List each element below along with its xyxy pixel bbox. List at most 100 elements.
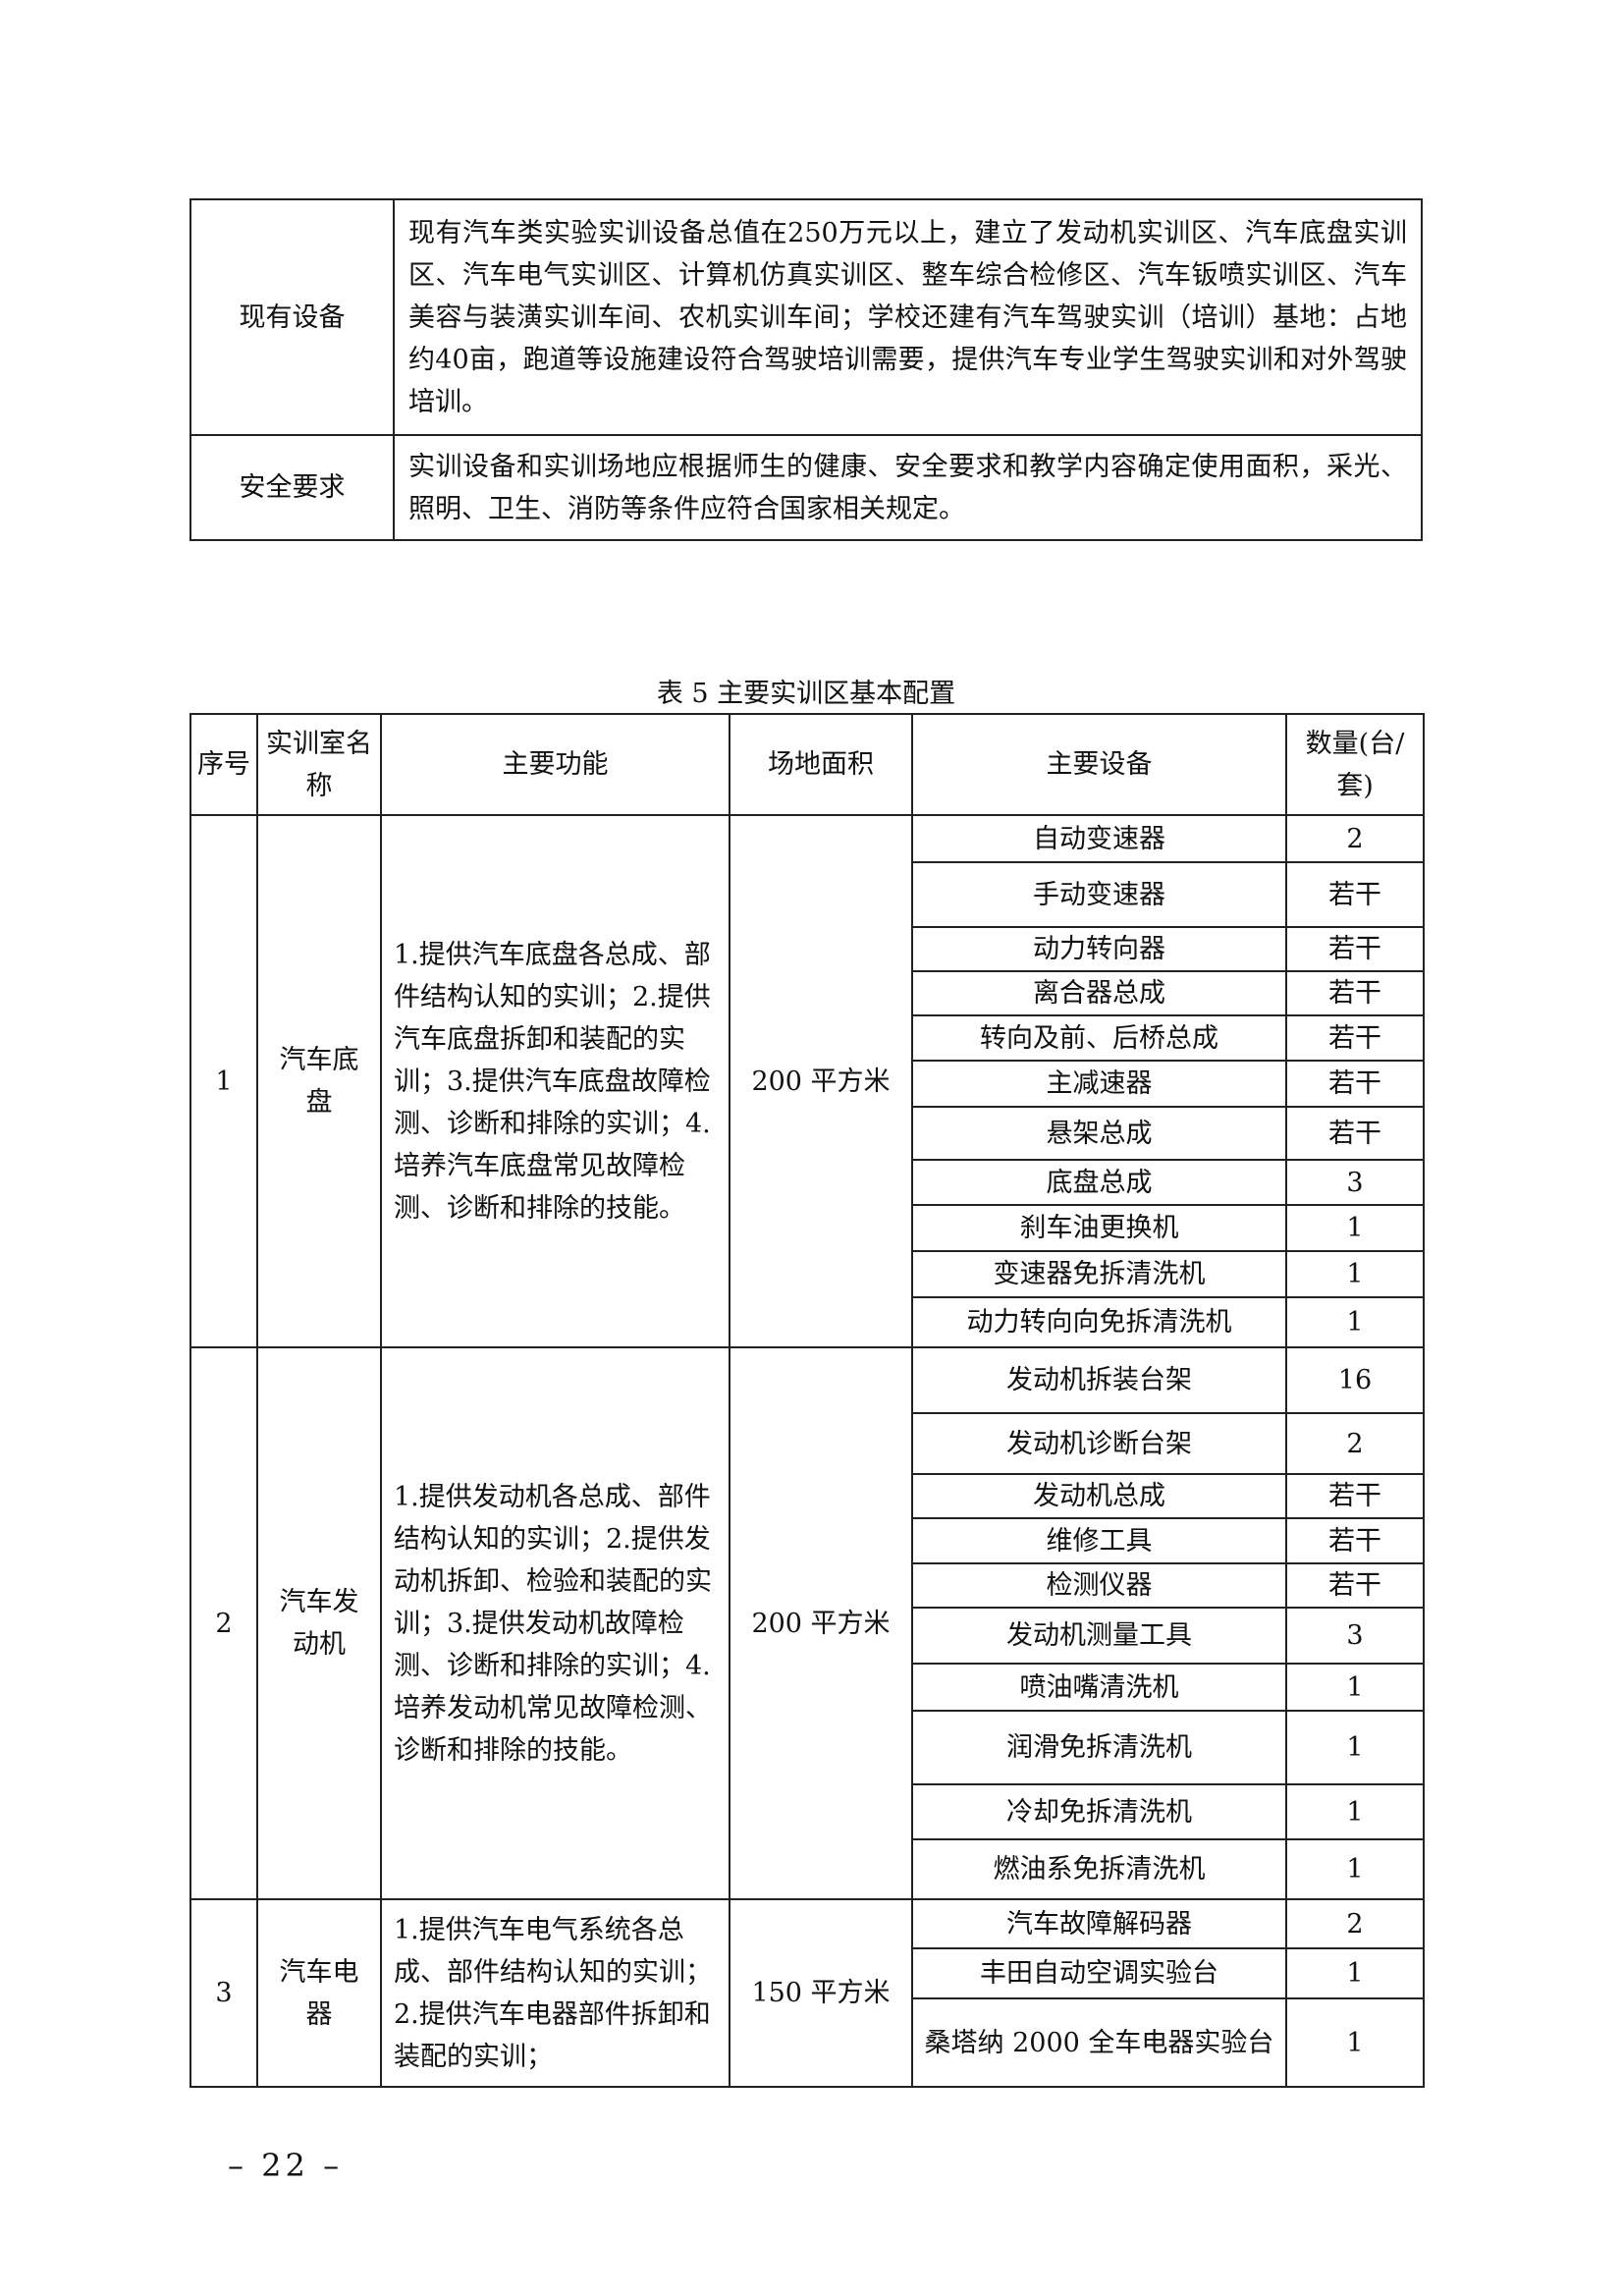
- table-row: 发动机诊断台架 2: [190, 1412, 1425, 1475]
- equipment-name: 手动变速器: [911, 861, 1287, 928]
- equipment-name: 发动机诊断台架: [911, 1412, 1287, 1475]
- equipment-qty: 2: [1285, 1898, 1425, 1949]
- equipment-name: 丰田自动空调实验台: [911, 1947, 1287, 1999]
- equipment-qty: 1: [1285, 1710, 1425, 1785]
- main-function: 1.提供汽车电气系统各总成、部件结构认知的实训；2.提供汽车电器部件拆卸和装配的…: [380, 1898, 730, 2088]
- header-qty: 数量(台/套): [1285, 713, 1425, 816]
- table-row: 刹车油更换机 1: [190, 1204, 1425, 1252]
- equipment-qty: 1: [1285, 1783, 1425, 1840]
- row-label: 安全要求: [189, 434, 395, 541]
- equipment-name: 桑塔纳 2000 全车电器实验台: [911, 1997, 1287, 2088]
- equipment-name: 刹车油更换机: [911, 1204, 1287, 1252]
- equipment-qty: 1: [1285, 1250, 1425, 1298]
- equipment-qty: 若干: [1285, 1106, 1425, 1161]
- main-function: 1.提供发动机各总成、部件结构认知的实训；2.提供发动机拆卸、检验和装配的实训；…: [380, 1346, 730, 1900]
- equipment-qty: 若干: [1285, 1014, 1425, 1062]
- equipment-name: 离合器总成: [911, 970, 1287, 1016]
- table-row: 1 汽车底盘 1.提供汽车底盘各总成、部件结构认知的实训；2.提供汽车底盘拆卸和装配…: [189, 814, 1425, 1348]
- equipment-name: 润滑免拆清洗机: [911, 1710, 1287, 1785]
- page-number: – 22 –: [228, 2147, 344, 2184]
- equipment-name: 发动机总成: [911, 1473, 1287, 1519]
- training-area-table: 序号 实训室名称 主要功能 场地面积 主要设备 数量(台/套) 1 汽车底盘 1.提…: [189, 713, 1425, 2088]
- row-number: 1: [189, 814, 258, 1348]
- equipment-qty: 1: [1285, 1204, 1425, 1252]
- table-row: 润滑免拆清洗机 1: [190, 1710, 1425, 1785]
- equipment-name: 动力转向向免拆清洗机: [911, 1296, 1287, 1348]
- main-function: 1.提供汽车底盘各总成、部件结构认知的实训；2.提供汽车底盘拆卸和装配的实训；3…: [380, 814, 730, 1348]
- equipment-qty: 16: [1285, 1346, 1425, 1414]
- table-row: 检测仪器 若干: [190, 1562, 1425, 1609]
- equipment-name: 检测仪器: [911, 1562, 1287, 1609]
- header-area: 场地面积: [729, 713, 913, 816]
- header-equipment: 主要设备: [911, 713, 1287, 816]
- table-row: 燃油系免拆清洗机 1: [190, 1838, 1425, 1900]
- equipment-qty: 2: [1285, 814, 1425, 863]
- equipment-name: 转向及前、后桥总成: [911, 1014, 1287, 1062]
- row-content: 现有汽车类实验实训设备总值在250万元以上，建立了发动机实训区、汽车底盘实训区、…: [393, 198, 1423, 436]
- equipment-qty: 1: [1285, 1663, 1425, 1712]
- row-label: 现有设备: [189, 198, 395, 436]
- equipment-qty: 若干: [1285, 1562, 1425, 1609]
- equipment-qty: 1: [1285, 1947, 1425, 1999]
- table-row: 喷油嘴清洗机 1: [190, 1663, 1425, 1712]
- existing-conditions-table: 现有设备 现有汽车类实验实训设备总值在250万元以上，建立了发动机实训区、汽车底…: [189, 198, 1423, 541]
- equipment-name: 汽车故障解码器: [911, 1898, 1287, 1949]
- header-function: 主要功能: [380, 713, 730, 816]
- equipment-qty: 若干: [1285, 861, 1425, 928]
- equipment-qty: 1: [1285, 1296, 1425, 1348]
- table-row: 丰田自动空调实验台 1: [190, 1947, 1425, 1999]
- equipment-qty: 3: [1285, 1607, 1425, 1665]
- table-row: 维修工具 若干: [190, 1517, 1425, 1564]
- table-row: 主减速器 若干: [190, 1060, 1425, 1108]
- equipment-name: 冷却免拆清洗机: [911, 1783, 1287, 1840]
- row-number: 3: [189, 1898, 258, 2088]
- equipment-qty: 若干: [1285, 1473, 1425, 1519]
- row-number: 2: [189, 1346, 258, 1900]
- table-row: 2 汽车发动机 1.提供发动机各总成、部件结构认知的实训；2.提供发动机拆卸、检验和…: [189, 1346, 1425, 1900]
- equipment-name: 悬架总成: [911, 1106, 1287, 1161]
- table-row: 动力转向器 若干: [190, 926, 1425, 972]
- table-row: 发动机测量工具 3: [190, 1607, 1425, 1665]
- equipment-qty: 若干: [1285, 970, 1425, 1016]
- table-row: 转向及前、后桥总成 若干: [190, 1014, 1425, 1062]
- table-row: 手动变速器 若干: [190, 861, 1425, 928]
- table-row: 底盘总成 3: [190, 1159, 1425, 1206]
- equipment-qty: 若干: [1285, 1517, 1425, 1564]
- table-row: 离合器总成 若干: [190, 970, 1425, 1016]
- equipment-name: 喷油嘴清洗机: [911, 1663, 1287, 1712]
- equipment-name: 自动变速器: [911, 814, 1287, 863]
- equipment-name: 发动机拆装台架: [911, 1346, 1287, 1414]
- table-row: 3 汽车电器 1.提供汽车电气系统各总成、部件结构认知的实训；2.提供汽车电器部件拆…: [189, 1898, 1425, 2088]
- site-area: 150 平方米: [729, 1898, 913, 2088]
- table-caption: 表 5 主要实训区基本配置: [656, 679, 956, 709]
- equipment-name: 主减速器: [911, 1060, 1287, 1108]
- equipment-qty: 3: [1285, 1159, 1425, 1206]
- equipment-name: 燃油系免拆清洗机: [911, 1838, 1287, 1900]
- equipment-qty: 2: [1285, 1412, 1425, 1475]
- equipment-qty: 若干: [1285, 926, 1425, 972]
- header-row: 序号 实训室名称 主要功能 场地面积 主要设备 数量(台/套): [189, 713, 1425, 816]
- site-area: 200 平方米: [729, 1346, 913, 1900]
- equipment-name: 维修工具: [911, 1517, 1287, 1564]
- equipment-name: 变速器免拆清洗机: [911, 1250, 1287, 1298]
- equipment-qty: 1: [1285, 1997, 1425, 2088]
- table-row: 桑塔纳 2000 全车电器实验台 1: [190, 1997, 1425, 2088]
- table-row: 悬架总成 若干: [190, 1106, 1425, 1161]
- table-row: 冷却免拆清洗机 1: [190, 1783, 1425, 1840]
- room-name: 汽车电器: [256, 1898, 382, 2088]
- header-no: 序号: [189, 713, 258, 816]
- equipment-qty: 1: [1285, 1838, 1425, 1900]
- table-row: 安全要求 实训设备和实训场地应根据师生的健康、安全要求和教学内容确定使用面积，采…: [189, 434, 1423, 541]
- table-row: 变速器免拆清洗机 1: [190, 1250, 1425, 1298]
- table-row: 动力转向向免拆清洗机 1: [190, 1296, 1425, 1348]
- site-area: 200 平方米: [729, 814, 913, 1348]
- equipment-name: 动力转向器: [911, 926, 1287, 972]
- header-room: 实训室名称: [256, 713, 382, 816]
- equipment-name: 底盘总成: [911, 1159, 1287, 1206]
- room-name: 汽车底盘: [256, 814, 382, 1348]
- room-name: 汽车发动机: [256, 1346, 382, 1900]
- table-row: 发动机总成 若干: [190, 1473, 1425, 1519]
- equipment-qty: 若干: [1285, 1060, 1425, 1108]
- table-row: 现有设备 现有汽车类实验实训设备总值在250万元以上，建立了发动机实训区、汽车底…: [189, 198, 1423, 436]
- row-content: 实训设备和实训场地应根据师生的健康、安全要求和教学内容确定使用面积，采光、照明、…: [393, 434, 1423, 541]
